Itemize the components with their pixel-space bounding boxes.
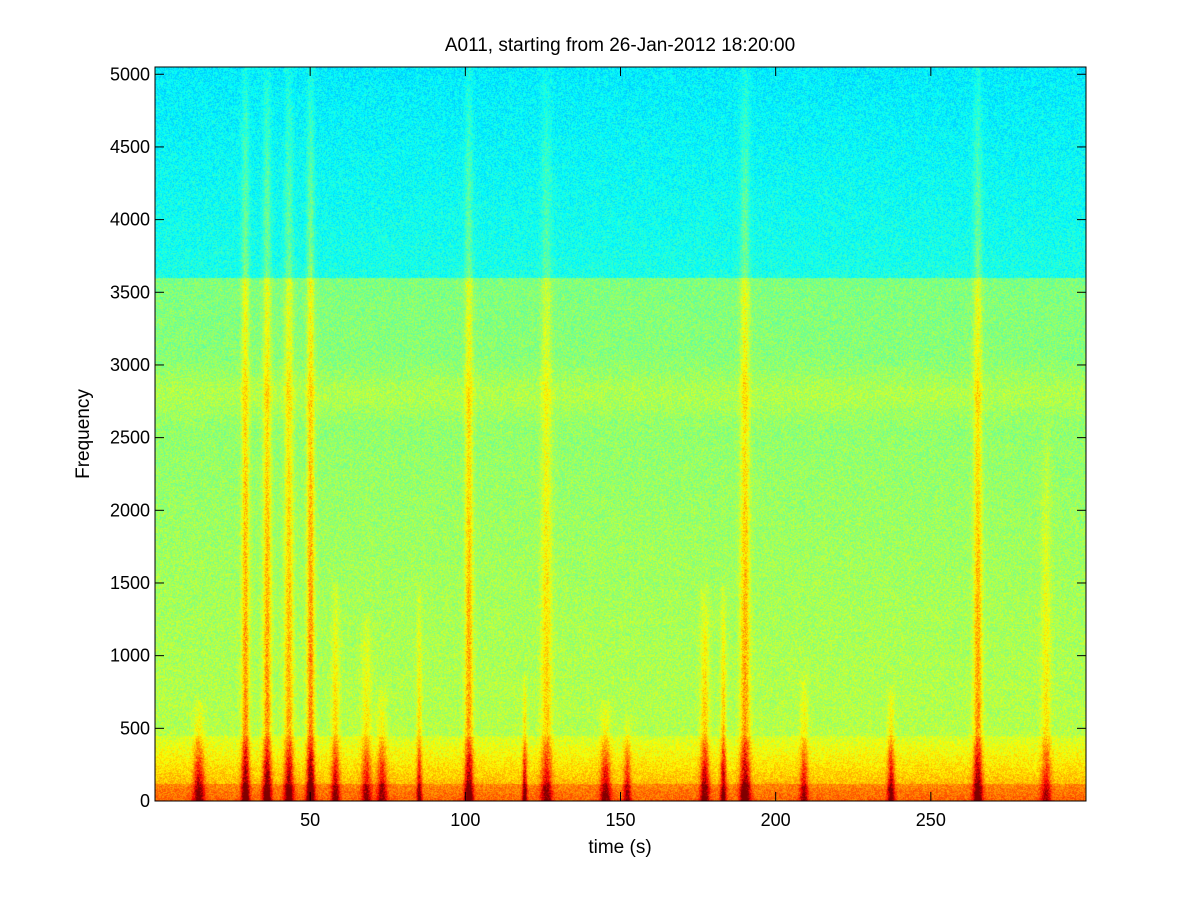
- y-tick-label: 500: [120, 718, 150, 738]
- x-axis-label: time (s): [588, 837, 651, 858]
- y-tick-label: 3000: [110, 355, 150, 375]
- y-tick-label: 3500: [110, 282, 150, 302]
- y-tick-label: 2500: [110, 428, 150, 448]
- y-tick-label: 5000: [110, 64, 150, 84]
- y-tick-label: 4000: [110, 210, 150, 230]
- y-tick-label: 4500: [110, 137, 150, 157]
- chart-title: A011, starting from 26-Jan-2012 18:20:00: [445, 35, 795, 56]
- y-axis-label: Frequency: [73, 389, 94, 479]
- y-tick-label: 2000: [110, 500, 150, 520]
- spectrogram-heatmap: [155, 67, 1086, 801]
- x-tick-label: 50: [300, 810, 320, 830]
- y-tick-label: 1000: [110, 646, 150, 666]
- y-tick-label: 0: [140, 791, 150, 811]
- x-tick-label: 150: [605, 810, 635, 830]
- spectrogram-heatmap-container: [155, 67, 1086, 801]
- axis-ticks: 50 100 150 200 25005001000150020002500300035…: [110, 64, 1086, 830]
- x-tick-label: 100: [450, 810, 480, 830]
- x-tick-label: 250: [916, 810, 946, 830]
- plot-frame: [154, 66, 1087, 802]
- y-tick-label: 1500: [110, 573, 150, 593]
- x-tick-label: 200: [761, 810, 791, 830]
